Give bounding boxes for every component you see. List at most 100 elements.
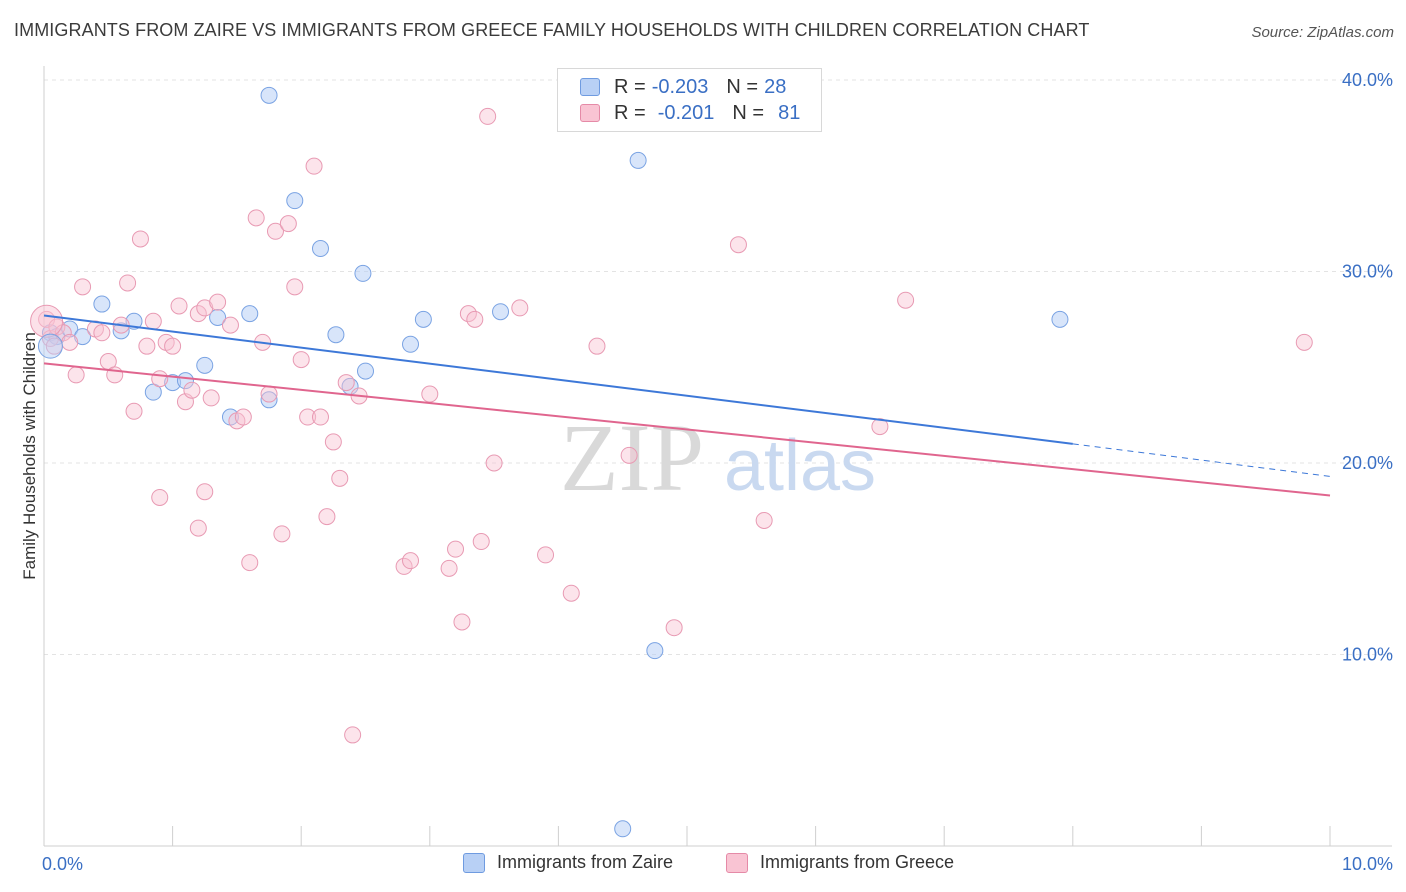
series-swatch-greece xyxy=(726,852,748,873)
zaire-point xyxy=(260,391,278,409)
legend-r-value-zaire: -0.203 xyxy=(651,75,709,98)
greece-point xyxy=(125,402,143,420)
zaire-point xyxy=(629,151,647,169)
greece-point xyxy=(260,385,278,403)
greece-point xyxy=(562,584,580,602)
zaire-point xyxy=(492,303,510,321)
y-tick-label: 30.0% xyxy=(1342,262,1393,282)
greece-point xyxy=(189,519,207,537)
greece-point xyxy=(479,107,497,125)
greece-point xyxy=(131,230,149,248)
greece-point xyxy=(273,525,291,543)
legend-r-label: R = xyxy=(614,101,646,124)
tick-labels: 10.0% 20.0% 30.0% 40.0% 0.0% 10.0% xyxy=(42,70,1393,874)
source-credit: Source: ZipAtlas.com xyxy=(1251,24,1394,41)
legend-n-value-greece: 81 xyxy=(778,101,801,124)
greece-point xyxy=(164,337,182,355)
zaire-point xyxy=(414,310,432,328)
gridlines xyxy=(44,79,1392,655)
greece-point xyxy=(144,312,162,330)
greece-point xyxy=(620,446,638,464)
greece-point xyxy=(67,366,85,384)
greece-point-cluster xyxy=(30,304,64,338)
greece-point xyxy=(421,385,439,403)
legend-swatch-zaire xyxy=(580,78,600,96)
greece-point xyxy=(299,408,317,426)
zaire-trend-line xyxy=(43,314,1073,445)
series-name-zaire: Immigrants from Zaire xyxy=(497,852,674,872)
zaire-point xyxy=(93,295,111,313)
x-tick-label: 10.0% xyxy=(1342,854,1393,874)
greece-point xyxy=(331,469,349,487)
greece-point xyxy=(209,293,227,311)
watermark-zip: ZIP xyxy=(560,404,704,511)
greece-point xyxy=(511,299,529,317)
greece-point xyxy=(138,337,156,355)
watermark: ZIP atlas xyxy=(560,404,876,511)
greece-point xyxy=(234,408,252,426)
greece-point xyxy=(1295,333,1313,351)
watermark-atlas: atlas xyxy=(724,426,876,506)
zaire-point-cluster xyxy=(37,333,63,359)
greece-point xyxy=(447,540,465,558)
zaire-point xyxy=(402,335,420,353)
y-tick-label: 20.0% xyxy=(1342,453,1393,473)
zaire-point xyxy=(646,642,664,660)
greece-point xyxy=(279,215,297,233)
legend-r-label: R = xyxy=(614,75,646,98)
legend-n-label: N = xyxy=(732,101,765,124)
greece-trend-line xyxy=(43,362,1331,497)
greece-point xyxy=(897,291,915,309)
x-tick-label: 0.0% xyxy=(42,854,83,874)
greece-point xyxy=(337,374,355,392)
greece-point xyxy=(472,533,490,551)
greece-point xyxy=(318,508,336,526)
zaire-point xyxy=(112,322,130,340)
greece-point xyxy=(61,333,79,351)
series-legend-zaire: Immigrants from Zaire xyxy=(463,852,673,873)
greece-point xyxy=(311,408,329,426)
zaire-point xyxy=(354,264,372,282)
trend-lines xyxy=(43,314,1331,497)
legend-row-zaire: R = -0.203 N = 28 xyxy=(580,74,786,100)
greece-point xyxy=(588,337,606,355)
greece-point xyxy=(151,370,169,388)
greece-point xyxy=(466,310,484,328)
zaire-trend-extension xyxy=(1072,443,1331,477)
series-swatch-zaire xyxy=(463,852,485,873)
greece-point xyxy=(402,552,420,570)
zaire-point xyxy=(196,356,214,374)
legend-n-value-zaire: 28 xyxy=(764,75,787,98)
greece-point xyxy=(665,619,683,637)
greece-point xyxy=(459,305,477,323)
greece-point xyxy=(170,297,188,315)
zaire-point xyxy=(209,308,227,326)
greece-point xyxy=(202,389,220,407)
zaire-point xyxy=(241,305,259,323)
greece-point xyxy=(266,222,284,240)
greece-point xyxy=(151,488,169,506)
greece-point xyxy=(93,324,111,342)
greece-point xyxy=(292,351,310,369)
zaire-point xyxy=(614,820,632,838)
greece-point xyxy=(305,157,323,175)
greece-point xyxy=(324,433,342,451)
greece-point xyxy=(247,209,265,227)
series-name-greece: Immigrants from Greece xyxy=(760,852,955,872)
greece-point xyxy=(453,613,471,631)
series-legend-greece: Immigrants from Greece xyxy=(726,852,954,873)
greece-point xyxy=(344,726,362,744)
greece-point xyxy=(183,381,201,399)
greece-point xyxy=(395,557,413,575)
greece-point xyxy=(485,454,503,472)
legend-r-value-greece: -0.201 xyxy=(657,101,715,124)
zaire-point xyxy=(311,240,329,258)
chart-title: IMMIGRANTS FROM ZAIRE VS IMMIGRANTS FROM… xyxy=(14,20,1090,40)
greece-point xyxy=(196,483,214,501)
series-legend: Immigrants from Zaire Immigrants from Gr… xyxy=(0,852,1406,876)
data-points xyxy=(30,86,1313,838)
legend-n-label: N = xyxy=(726,75,759,98)
greece-point xyxy=(440,559,458,577)
greece-point xyxy=(189,305,207,323)
